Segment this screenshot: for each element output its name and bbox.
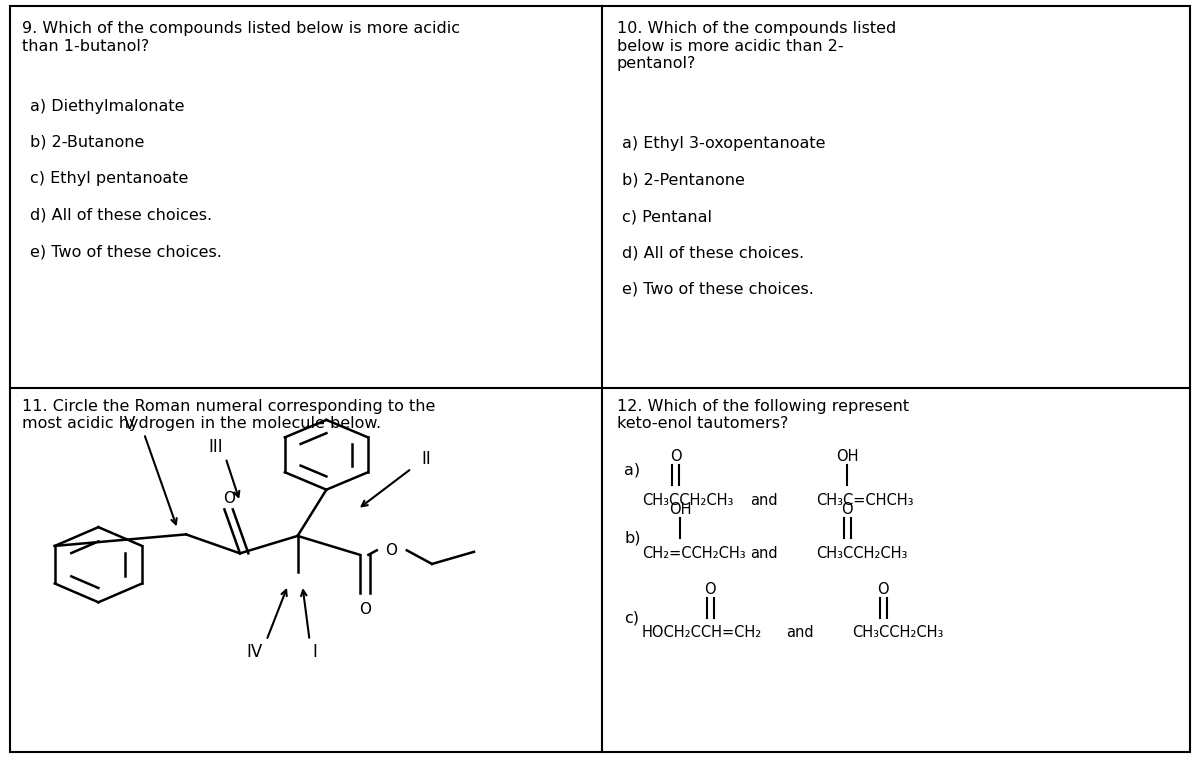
Text: III: III [209, 438, 223, 456]
Text: and: and [750, 493, 778, 508]
Text: O: O [223, 490, 235, 506]
Text: c) Pentanal: c) Pentanal [622, 209, 712, 224]
Text: HOCH₂CCH=CH₂: HOCH₂CCH=CH₂ [642, 625, 762, 641]
Text: 11. Circle the Roman numeral corresponding to the
most acidic hydrogen in the mo: 11. Circle the Roman numeral correspondi… [22, 399, 434, 431]
Text: O: O [385, 543, 397, 558]
Text: CH₃C=CHCH₃: CH₃C=CHCH₃ [816, 493, 913, 508]
Text: CH₃CCH₂CH₃: CH₃CCH₂CH₃ [816, 546, 907, 561]
Text: c): c) [624, 610, 640, 625]
Text: a): a) [624, 462, 640, 478]
Text: b) 2-Butanone: b) 2-Butanone [30, 135, 144, 150]
Text: IV: IV [246, 643, 263, 661]
Text: 12. Which of the following represent
keto-enol tautomers?: 12. Which of the following represent ket… [617, 399, 908, 431]
Text: e) Two of these choices.: e) Two of these choices. [30, 244, 222, 259]
Text: b): b) [624, 531, 641, 546]
Text: d) All of these choices.: d) All of these choices. [622, 246, 804, 261]
Text: b) 2-Pentanone: b) 2-Pentanone [622, 173, 744, 188]
Text: O: O [670, 449, 682, 464]
Text: II: II [421, 449, 431, 468]
Text: and: and [750, 546, 778, 561]
Text: O: O [359, 602, 371, 617]
Text: a) Diethylmalonate: a) Diethylmalonate [30, 99, 185, 114]
Text: OH: OH [836, 449, 858, 464]
Text: d) All of these choices.: d) All of these choices. [30, 208, 212, 223]
Text: CH₃CCH₂CH₃: CH₃CCH₂CH₃ [852, 625, 943, 641]
Text: I: I [312, 643, 317, 661]
Text: V: V [124, 415, 136, 434]
Text: O: O [841, 502, 853, 517]
Text: and: and [786, 625, 814, 641]
Text: O: O [704, 581, 716, 597]
Text: CH₃CCH₂CH₃: CH₃CCH₂CH₃ [642, 493, 733, 508]
Text: CH₂=CCH₂CH₃: CH₂=CCH₂CH₃ [642, 546, 745, 561]
Text: a) Ethyl 3-oxopentanoate: a) Ethyl 3-oxopentanoate [622, 136, 826, 152]
Text: 10. Which of the compounds listed
below is more acidic than 2-
pentanol?: 10. Which of the compounds listed below … [617, 21, 896, 71]
Text: O: O [877, 581, 889, 597]
Text: 9. Which of the compounds listed below is more acidic
than 1-butanol?: 9. Which of the compounds listed below i… [22, 21, 460, 54]
Text: OH: OH [670, 502, 691, 517]
Text: c) Ethyl pentanoate: c) Ethyl pentanoate [30, 171, 188, 186]
Text: e) Two of these choices.: e) Two of these choices. [622, 282, 814, 297]
